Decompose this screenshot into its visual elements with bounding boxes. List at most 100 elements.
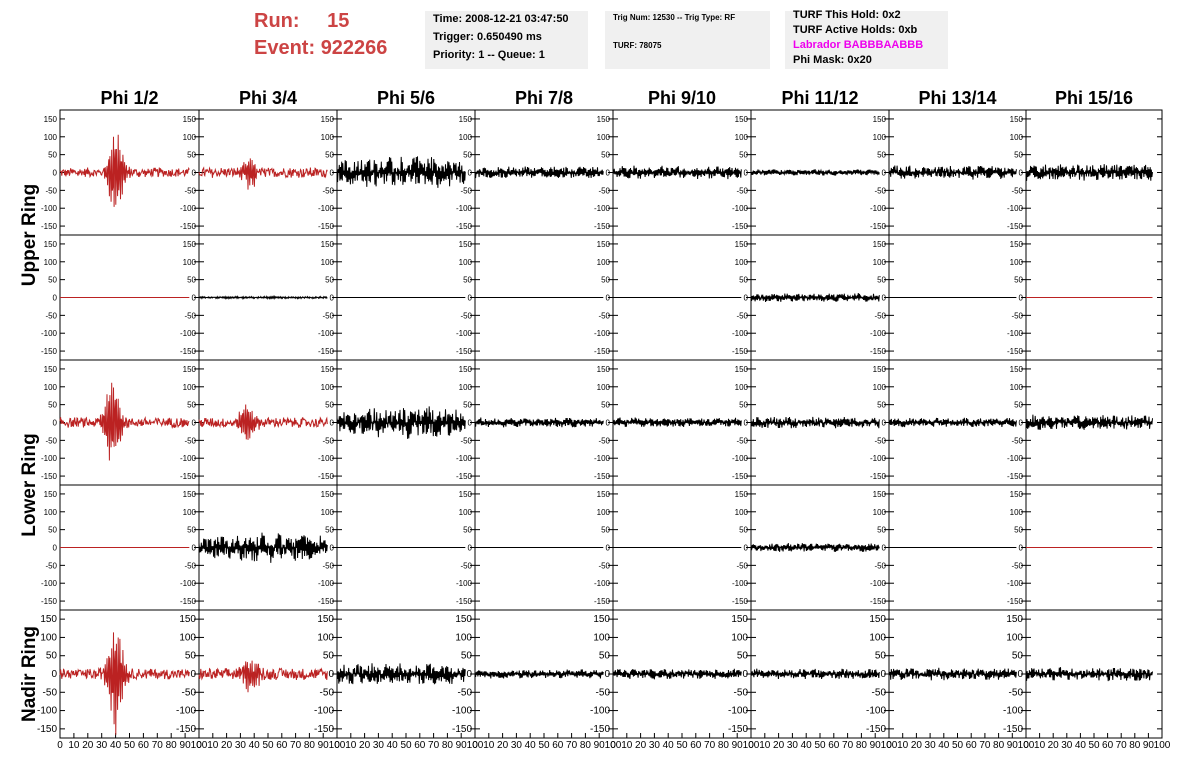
x-tick-label-c3-4: 40 bbox=[387, 740, 399, 751]
waveform-trace-r1-c3 bbox=[336, 156, 466, 188]
x-tick-label-c8-10: 100 bbox=[1154, 740, 1171, 751]
x-tick-label-c1-6: 60 bbox=[138, 740, 150, 751]
x-tick-label-c5-8: 80 bbox=[718, 740, 730, 751]
x-tick-label-c8-2: 20 bbox=[1048, 740, 1060, 751]
y-tick-label-r4-c6-1: -100 bbox=[732, 579, 749, 588]
y-tick-label-r5-c4-2: -50 bbox=[458, 687, 473, 698]
y-tick-label-r1-c6-5: 100 bbox=[735, 133, 749, 142]
y-tick-label-r2-c3-1: -100 bbox=[318, 329, 335, 338]
waveform-trace-r3-c1 bbox=[59, 382, 190, 461]
y-tick-label-r5-c8-0: -150 bbox=[1003, 724, 1023, 735]
y-tick-label-r3-c8-3: 0 bbox=[1019, 419, 1024, 428]
y-tick-label-r1-c8-3: 0 bbox=[1019, 169, 1024, 178]
y-tick-label-r5-c6-1: -100 bbox=[728, 706, 748, 717]
x-tick-label-c3-1: 10 bbox=[345, 740, 357, 751]
y-tick-label-r3-c8-1: -100 bbox=[1007, 454, 1024, 463]
x-tick-label-c3-0: 0 bbox=[334, 740, 340, 751]
x-tick-label-c6-6: 60 bbox=[828, 740, 840, 751]
x-tick-label-c2-0: 0 bbox=[196, 740, 202, 751]
y-tick-label-r4-c3-2: -50 bbox=[322, 561, 334, 570]
waveform-trace-r1-c8 bbox=[1025, 164, 1153, 181]
y-tick-label-r5-c1-1: -100 bbox=[37, 706, 57, 717]
x-tick-label-c4-9: 90 bbox=[594, 740, 606, 751]
x-tick-label-c4-5: 50 bbox=[538, 740, 550, 751]
x-tick-label-c3-7: 70 bbox=[428, 740, 440, 751]
y-tick-label-r3-c4-2: -50 bbox=[460, 436, 472, 445]
y-tick-label-r2-c2-2: -50 bbox=[184, 311, 196, 320]
run-label: Run: 15 bbox=[254, 10, 349, 33]
y-tick-label-r2-c7-5: 100 bbox=[873, 258, 887, 267]
waveform-trace-r4-c6 bbox=[750, 543, 880, 552]
y-tick-label-r2-c6-5: 100 bbox=[735, 258, 749, 267]
turf-info-box: TURF This Hold: 0x2 TURF Active Holds: 0… bbox=[785, 9, 948, 69]
waveform-trace-r1-c7 bbox=[888, 165, 1017, 180]
y-tick-label-r5-c1-0: -150 bbox=[37, 724, 57, 735]
y-tick-label-r3-c5-2: -50 bbox=[598, 436, 610, 445]
y-tick-label-r2-c2-4: 50 bbox=[187, 276, 196, 285]
y-tick-label-r5-c7-3: 0 bbox=[880, 669, 886, 680]
y-tick-label-r3-c4-6: 150 bbox=[459, 365, 473, 374]
x-tick-label-c4-6: 60 bbox=[552, 740, 564, 751]
waveform-trace-r3-c4 bbox=[474, 417, 604, 428]
x-tick-label-c7-9: 90 bbox=[1007, 740, 1019, 751]
y-tick-label-r2-c6-1: -100 bbox=[732, 329, 749, 338]
y-tick-label-r4-c5-1: -100 bbox=[594, 579, 611, 588]
y-tick-label-r5-c8-2: -50 bbox=[1009, 687, 1024, 698]
x-tick-label-c5-7: 70 bbox=[704, 740, 716, 751]
y-tick-label-r1-c2-0: -150 bbox=[180, 222, 197, 231]
x-tick-label-c2-8: 80 bbox=[304, 740, 316, 751]
y-tick-label-r3-c6-4: 50 bbox=[739, 401, 748, 410]
x-tick-label-c5-6: 60 bbox=[690, 740, 702, 751]
y-tick-label-r1-c8-2: -50 bbox=[1011, 186, 1023, 195]
y-tick-label-r5-c7-4: 50 bbox=[875, 651, 887, 662]
x-tick-label-c7-10: 100 bbox=[1018, 740, 1035, 751]
y-tick-label-r4-c8-5: 100 bbox=[1010, 508, 1024, 517]
y-tick-label-r2-c3-2: -50 bbox=[322, 311, 334, 320]
turf-text: TURF: 78075 bbox=[613, 41, 662, 50]
x-tick-label-c6-5: 50 bbox=[814, 740, 826, 751]
y-tick-label-r5-c1-2: -50 bbox=[43, 687, 58, 698]
y-tick-label-r3-c8-2: -50 bbox=[1011, 436, 1023, 445]
y-tick-label-r5-c3-6: 150 bbox=[317, 614, 334, 625]
y-tick-label-r4-c4-4: 50 bbox=[463, 526, 472, 535]
y-tick-label-r5-c5-5: 100 bbox=[593, 632, 610, 643]
phi-mask-text: Phi Mask: 0x20 bbox=[793, 54, 872, 66]
y-tick-label-r2-c8-6: 150 bbox=[1010, 240, 1024, 249]
y-tick-label-r1-c8-1: -100 bbox=[1007, 204, 1024, 213]
y-tick-label-r5-c1-3: 0 bbox=[51, 669, 57, 680]
y-tick-label-r1-c1-2: -50 bbox=[45, 186, 57, 195]
y-tick-label-r5-c4-1: -100 bbox=[452, 706, 472, 717]
waveform-trace-r3-c8 bbox=[1025, 414, 1153, 430]
y-tick-label-r4-c6-6: 150 bbox=[735, 490, 749, 499]
x-tick-label-c4-8: 80 bbox=[580, 740, 592, 751]
x-tick-label-c4-10: 100 bbox=[605, 740, 622, 751]
y-tick-label-r5-c5-3: 0 bbox=[604, 669, 610, 680]
y-tick-label-r2-c6-3: 0 bbox=[744, 294, 749, 303]
x-tick-label-c8-7: 70 bbox=[1116, 740, 1128, 751]
trig-info-box: Trig Num: 12530 -- Trig Type: RF TURF: 7… bbox=[605, 11, 770, 69]
y-tick-label-r5-c1-4: 50 bbox=[46, 651, 58, 662]
x-tick-label-c6-2: 20 bbox=[773, 740, 785, 751]
trig-num-text: Trig Num: 12530 -- Trig Type: RF bbox=[613, 13, 736, 22]
waveform-trace-r3-c3 bbox=[336, 406, 466, 439]
y-tick-label-r4-c6-0: -150 bbox=[732, 597, 749, 606]
waveform-trace-r3-c7 bbox=[888, 417, 1017, 428]
y-tick-label-r3-c3-2: -50 bbox=[322, 436, 334, 445]
y-tick-label-r5-c8-1: -100 bbox=[1003, 706, 1023, 717]
x-tick-label-c1-2: 20 bbox=[82, 740, 94, 751]
y-tick-label-r3-c3-4: 50 bbox=[325, 401, 334, 410]
y-tick-label-r5-c4-6: 150 bbox=[455, 614, 472, 625]
y-tick-label-r2-c1-0: -150 bbox=[41, 347, 58, 356]
x-tick-label-c8-9: 90 bbox=[1143, 740, 1155, 751]
y-tick-label-r5-c2-0: -150 bbox=[176, 724, 196, 735]
y-tick-label-r3-c2-2: -50 bbox=[184, 436, 196, 445]
x-tick-label-c7-2: 20 bbox=[911, 740, 923, 751]
y-tick-label-r1-c4-5: 100 bbox=[459, 133, 473, 142]
phi-header-8: Phi 15/16 bbox=[1054, 88, 1134, 108]
y-tick-label-r3-c5-3: 0 bbox=[606, 419, 611, 428]
y-tick-label-r3-c5-0: -150 bbox=[594, 472, 611, 481]
y-tick-label-r4-c1-0: -150 bbox=[41, 597, 58, 606]
y-tick-label-r2-c5-3: 0 bbox=[606, 294, 611, 303]
x-tick-label-c7-7: 70 bbox=[979, 740, 991, 751]
y-tick-label-r1-c7-0: -150 bbox=[870, 222, 887, 231]
